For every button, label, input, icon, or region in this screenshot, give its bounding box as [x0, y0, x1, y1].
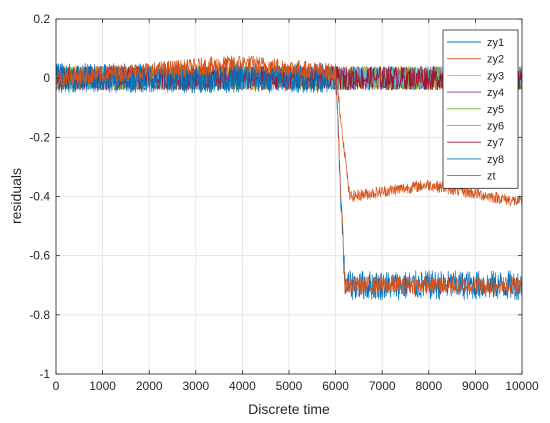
y-axis-label: residuals — [8, 168, 24, 224]
y-tick-label: -0.2 — [29, 130, 50, 144]
x-tick-label: 8000 — [415, 379, 442, 393]
legend-label: zy6 — [487, 121, 504, 133]
y-tick-label: -0.8 — [29, 308, 50, 322]
legend-label: zy7 — [487, 137, 504, 149]
series-line-extra-9 — [335, 68, 522, 207]
ticks: 0 1000 2000 3000 4000 5000 6000 7000 8000 9000 100… — [29, 12, 539, 393]
x-tick-label: 5000 — [276, 379, 303, 393]
x-axis-label: Discrete time — [248, 401, 330, 417]
legend-label: zy1 — [487, 37, 504, 49]
legend-label: zt — [487, 171, 496, 183]
legend-label: zy3 — [487, 70, 504, 82]
legend-label: zy2 — [487, 54, 504, 66]
y-tick-label: -0.4 — [29, 190, 50, 204]
x-tick-label: 1000 — [89, 379, 116, 393]
y-tick-label: 0 — [43, 71, 50, 85]
x-tick-label: 2000 — [136, 379, 163, 393]
legend-label: zy5 — [487, 104, 504, 116]
x-tick-label: 10000 — [505, 379, 539, 393]
legend-label: zy8 — [487, 154, 504, 166]
y-tick-label: -1 — [39, 367, 50, 381]
series-line-zt — [56, 55, 522, 295]
x-tick-label: 7000 — [369, 379, 396, 393]
y-tick-label: -0.6 — [29, 249, 50, 263]
x-tick-label: 6000 — [322, 379, 349, 393]
legend: zy1 zy2 zy3 zy4 zy5 zy6 zy7 zy8 zt — [442, 29, 519, 189]
x-tick-label: 3000 — [182, 379, 209, 393]
x-tick-label: 4000 — [229, 379, 256, 393]
x-tick-label: 0 — [53, 379, 60, 393]
legend-label: zy4 — [487, 87, 504, 99]
y-tick-label: 0.2 — [33, 12, 50, 26]
x-tick-label: 9000 — [462, 379, 489, 393]
